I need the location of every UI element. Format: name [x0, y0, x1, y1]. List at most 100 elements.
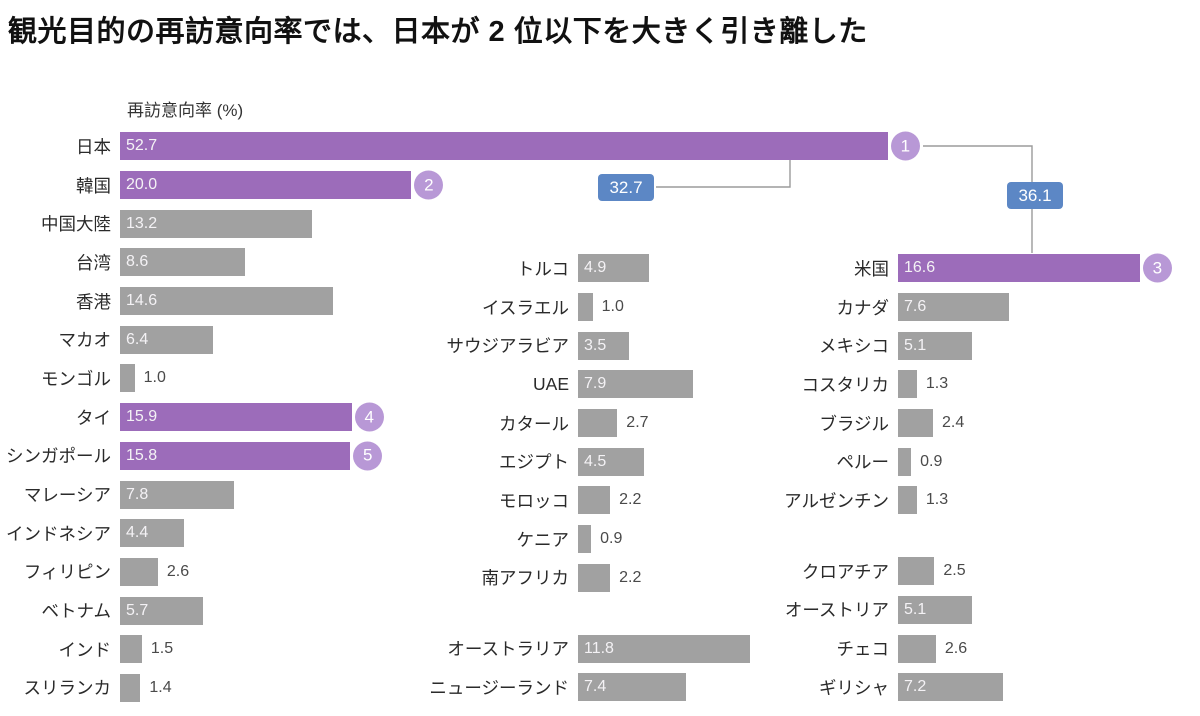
- country-label: エジプト: [499, 452, 569, 473]
- bar-row: モンゴル 1.0: [0, 359, 990, 398]
- bar: [578, 486, 611, 515]
- bar-value: 5.7: [126, 601, 149, 619]
- bar-row: メキシコ 5.1: [768, 326, 1200, 365]
- rank-badge: 3: [1142, 253, 1172, 283]
- bar-area: 11.8: [578, 634, 948, 663]
- country-label: イスラエル: [482, 297, 569, 318]
- bar-area: 1.3: [898, 370, 1200, 399]
- bar-row: 台湾 8.6: [0, 243, 990, 282]
- bar: 5.1: [898, 595, 973, 624]
- bar: [578, 293, 593, 322]
- country-label: マレーシア: [23, 485, 111, 506]
- country-label: タイ: [76, 407, 111, 428]
- bar-area: 1.3: [898, 486, 1200, 515]
- country-label: ケニア: [516, 529, 570, 550]
- bar-value: 4.4: [126, 524, 149, 542]
- bar-row: 韓国 20.0 2: [0, 166, 990, 205]
- country-label: インドネシア: [6, 523, 111, 544]
- bar-value: 7.2: [904, 678, 927, 696]
- country-label: ニュージーランド: [429, 677, 569, 698]
- bar-row: カタール 2.7: [428, 404, 948, 443]
- country-label: 米国: [854, 258, 889, 279]
- country-label: インド: [58, 639, 112, 660]
- bar-area: 2.6: [120, 557, 990, 586]
- bar-row: 日本 52.7 1: [0, 127, 990, 166]
- bar-row: 米国 16.6 3: [768, 249, 1200, 288]
- bar-value: 5.1: [904, 600, 927, 618]
- bar-value: 1.4: [149, 678, 172, 696]
- bar-value: 7.4: [584, 678, 607, 696]
- bar: 7.8: [120, 480, 234, 509]
- bar-row: コスタリカ 1.3: [768, 365, 1200, 404]
- bar-value: 2.7: [626, 414, 649, 432]
- bar-area: 7.8: [120, 480, 990, 509]
- bar-area: 5.1: [898, 595, 1200, 624]
- bar-value: 7.6: [904, 298, 927, 316]
- country-label: ギリシャ: [819, 677, 889, 698]
- bar-row: ニュージーランド 7.4: [428, 668, 948, 707]
- bar: 20.0: [120, 171, 412, 200]
- bar: [898, 634, 936, 663]
- bar: 4.4: [120, 519, 185, 548]
- page-title: 観光目的の再訪意向率では、日本が 2 位以下を大きく引き離した: [8, 16, 868, 48]
- bar: [120, 635, 142, 664]
- country-label: ブラジル: [819, 413, 889, 434]
- bar: 15.8: [120, 441, 351, 470]
- bar: 7.4: [578, 673, 686, 702]
- bar-area: 6.4: [120, 325, 990, 354]
- axis-label: 再訪意向率 (%): [127, 101, 244, 120]
- country-label: スリランカ: [23, 678, 112, 699]
- bar-area: 20.0 2: [120, 170, 990, 200]
- bar-row: 中国大陸 13.2: [0, 204, 990, 243]
- bar-value: 5.1: [904, 336, 927, 354]
- bar-value: 1.0: [601, 298, 624, 316]
- country-label: モロッコ: [499, 490, 569, 511]
- bar: 7.2: [898, 673, 1003, 702]
- bar-row: フィリピン 2.6: [0, 553, 990, 592]
- bar-value: 8.6: [126, 253, 149, 271]
- bar-row: タイ 15.9 4: [0, 398, 990, 437]
- bar-value: 7.8: [126, 485, 149, 503]
- bar-row: ペルー 0.9: [768, 442, 1200, 481]
- country-label: 香港: [76, 291, 111, 312]
- bar-area: 2.2: [578, 563, 948, 592]
- country-label: UAE: [533, 373, 569, 394]
- bar-area: 1.0: [578, 293, 948, 322]
- bar: [120, 364, 135, 393]
- bar-row: オーストリア 5.1: [768, 591, 1200, 630]
- bar-row: ケニア 0.9: [428, 520, 948, 559]
- bar: [898, 557, 935, 586]
- bar: [578, 563, 611, 592]
- bar-row: マレーシア 7.8: [0, 475, 990, 514]
- bar: [898, 409, 933, 438]
- country-label: フィリピン: [23, 562, 111, 583]
- country-label: オーストラリア: [447, 639, 569, 660]
- bar: 15.9: [120, 403, 352, 432]
- country-label: 南アフリカ: [481, 568, 570, 589]
- bar: [120, 673, 141, 702]
- country-label: コスタリカ: [801, 374, 890, 395]
- bar-row: 南アフリカ 2.2: [428, 559, 948, 598]
- bar: [898, 486, 917, 515]
- country-label: サウジアラビア: [446, 336, 570, 357]
- bar-column-middle-east-africa-oceania: トルコ 4.9 イスラエル 1.0 サウジアラビア 3.5 UAE 7.9 カタール 2.7 エジプ…: [428, 249, 948, 707]
- bar-value: 2.4: [942, 414, 965, 432]
- bar-row: アルゼンチン 1.3: [768, 481, 1200, 520]
- bar-row: サウジアラビア 3.5: [428, 326, 948, 365]
- bar-area: 1.5: [120, 635, 990, 664]
- bar: 4.9: [578, 254, 650, 283]
- bar-value: 15.9: [126, 408, 158, 426]
- bar-row: ベトナム 5.7: [0, 591, 990, 630]
- bar: 6.4: [120, 325, 214, 354]
- bar: [898, 370, 917, 399]
- bar: 3.5: [578, 331, 629, 360]
- bar-area: 15.9 4: [120, 402, 990, 432]
- country-label: モンゴル: [41, 368, 111, 389]
- rank-badge: 4: [354, 402, 384, 432]
- bar-area: 7.4: [578, 673, 948, 702]
- bar-area: 16.6 3: [898, 253, 1200, 283]
- bar: 13.2: [120, 209, 313, 238]
- bar-area: 5.1: [898, 331, 1200, 360]
- gap-callout-japan-us: 36.1: [1007, 182, 1063, 209]
- country-label: アルゼンチン: [784, 490, 889, 511]
